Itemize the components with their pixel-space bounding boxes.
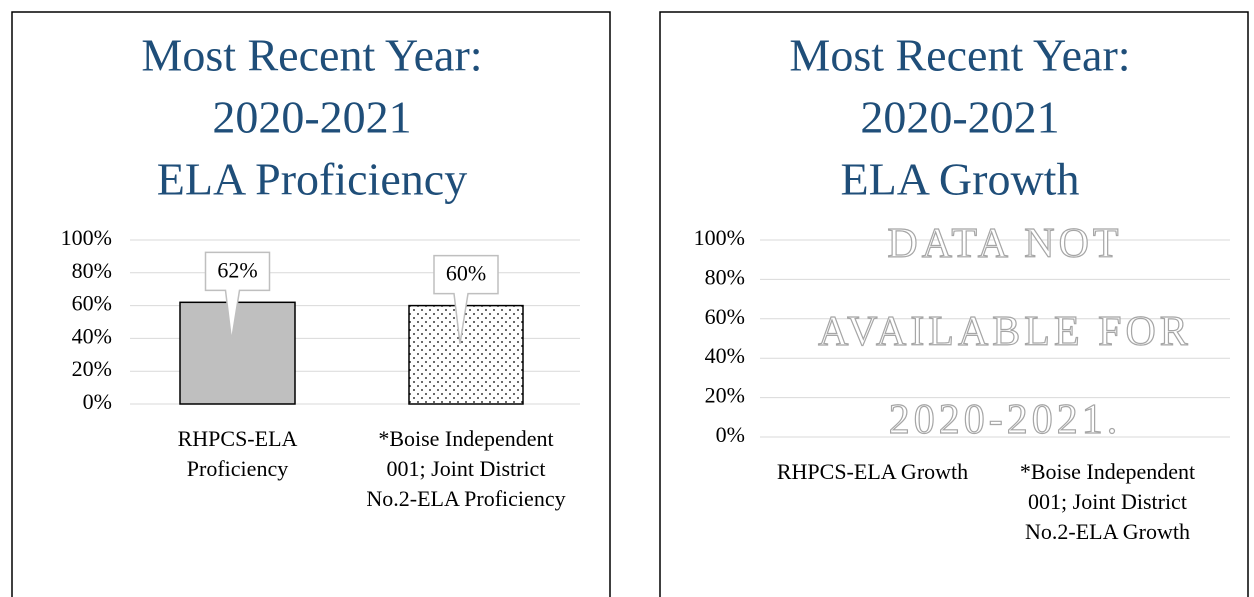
data-label: 62% bbox=[217, 257, 257, 282]
chart-title: Most Recent Year: bbox=[141, 30, 482, 81]
x-tick-label: *Boise Independent 001; Joint District N… bbox=[366, 426, 566, 511]
x-tick-label: *Boise Independent 001; Joint District N… bbox=[1019, 459, 1196, 544]
y-tick-label: 20% bbox=[705, 383, 745, 408]
panel-border bbox=[659, 11, 1249, 597]
panel-border bbox=[11, 11, 611, 597]
chart-title: Most Recent Year: bbox=[789, 30, 1130, 81]
y-tick-label: 100% bbox=[61, 225, 112, 250]
y-tick-label: 40% bbox=[705, 343, 745, 368]
y-tick-label: 60% bbox=[705, 304, 745, 329]
y-tick-label: 60% bbox=[72, 291, 112, 316]
y-tick-label: 0% bbox=[83, 389, 112, 414]
y-tick-label: 80% bbox=[705, 264, 745, 289]
annotation: DATA NOT AVAILABLE FOR 2020-2021. bbox=[818, 220, 1192, 443]
y-tick-label: 0% bbox=[716, 422, 745, 447]
bar bbox=[408, 304, 524, 405]
data-label-callout bbox=[204, 251, 271, 341]
y-tick-label: 100% bbox=[694, 225, 745, 250]
chart-title: ELA Proficiency bbox=[157, 154, 467, 205]
chart-title: ELA Growth bbox=[841, 154, 1080, 205]
x-tick-label: RHPCS-ELA Growth bbox=[776, 459, 969, 484]
chart-title: 2020-2021 bbox=[212, 92, 411, 143]
x-tick-label: RHPCS-ELA Proficiency bbox=[177, 426, 298, 481]
chart-title: 2020-2021 bbox=[860, 92, 1059, 143]
y-tick-label: 80% bbox=[72, 258, 112, 283]
data-label-callout bbox=[433, 254, 499, 344]
bar bbox=[179, 301, 296, 405]
y-tick-label: 20% bbox=[72, 356, 112, 381]
data-label: 60% bbox=[446, 261, 486, 286]
y-tick-label: 40% bbox=[72, 323, 112, 348]
